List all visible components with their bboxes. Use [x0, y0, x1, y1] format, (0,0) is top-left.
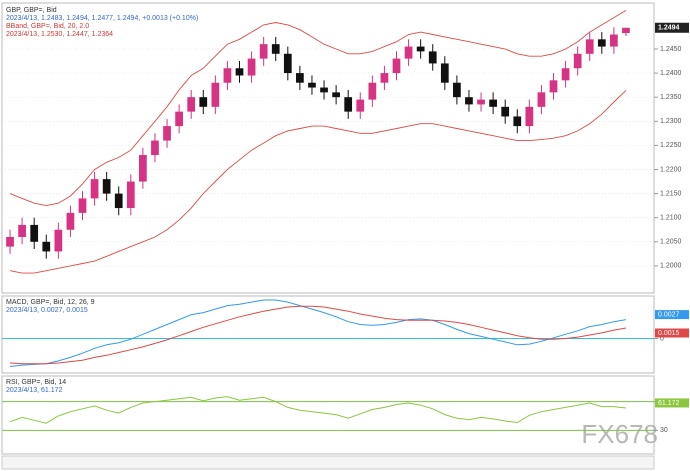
- candle-body: [392, 58, 401, 74]
- y-tick-label: 1.2100: [660, 215, 682, 222]
- candle-body: [223, 68, 232, 83]
- candle-body: [259, 44, 268, 59]
- y-tick-label: 1.2400: [660, 70, 682, 77]
- candle-body: [211, 82, 220, 107]
- candle-body: [271, 44, 280, 54]
- candle-body: [332, 92, 340, 98]
- last-value-label: 61.172: [658, 400, 680, 407]
- y-tick-label: 1.2000: [660, 263, 682, 270]
- y-tick-label: 1.2250: [660, 142, 682, 149]
- candle-body: [440, 63, 449, 83]
- candle-body: [151, 140, 159, 156]
- candle-body: [549, 80, 558, 93]
- candle-body: [513, 116, 522, 127]
- candle-body: [585, 39, 594, 54]
- y-tick-label: 30: [660, 427, 668, 434]
- candle-body: [199, 97, 208, 107]
- last-value-box: [655, 310, 689, 320]
- candle-body: [308, 82, 316, 88]
- panel-info: 2023/4/13, 0.0027, 0.0015: [6, 307, 88, 314]
- candle-body: [296, 73, 304, 83]
- y-tick-label: 1.2200: [660, 166, 682, 173]
- candle-body: [66, 212, 75, 230]
- y-tick-label: 1.2050: [660, 239, 682, 246]
- price-panel: [1, 2, 655, 294]
- candle-body: [344, 97, 353, 112]
- candle-body: [187, 97, 196, 112]
- candle-body: [6, 236, 14, 247]
- candle-body: [18, 224, 26, 237]
- candle-body: [102, 179, 111, 194]
- candle-body: [561, 68, 570, 81]
- candle-body: [78, 198, 87, 213]
- watermark: FX678: [581, 419, 658, 449]
- last-value-box: [655, 328, 689, 338]
- candle-body: [175, 111, 183, 127]
- series-line: [9, 305, 627, 365]
- panel-title: GBP, GBP=, Bid: [6, 7, 57, 14]
- candle-body: [283, 53, 292, 74]
- candle-body: [356, 99, 365, 112]
- candle-body: [42, 241, 51, 252]
- candle-body: [573, 53, 582, 69]
- candle-body: [235, 68, 244, 76]
- candle-body: [90, 179, 99, 199]
- candle-body: [525, 106, 534, 127]
- last-value-box: [655, 398, 689, 408]
- candle-body: [428, 51, 437, 64]
- macd-panel: [1, 295, 655, 374]
- candle-body: [453, 82, 461, 98]
- panel-title: MACD, GBP=, Bid, 12, 26, 9: [6, 299, 95, 306]
- y-tick-label: 1.2450: [660, 46, 682, 53]
- y-tick-label: 1.2150: [660, 190, 682, 197]
- y-tick-label: 1.2350: [660, 94, 682, 101]
- overlay-name: BBand, GBP=, Bid, 20, 2.0: [6, 23, 89, 30]
- candle-body: [537, 92, 546, 107]
- band-line: [9, 10, 627, 207]
- candle-body: [501, 106, 510, 117]
- candle-body: [489, 99, 497, 107]
- candle-body: [610, 34, 618, 47]
- last-price-label: 1.2494: [658, 25, 680, 32]
- last-value-label: 0.0027: [658, 311, 680, 318]
- overlay-info: 2023/4/13, 1.2530, 1.2447, 1.2364: [6, 31, 113, 38]
- candle-body: [54, 229, 63, 252]
- panel-info: 2023/4/13, 61.172: [6, 387, 63, 394]
- candle-body: [368, 82, 377, 100]
- y-tick-label: 0: [660, 335, 664, 342]
- candle-body: [139, 155, 147, 182]
- candle-body: [477, 99, 485, 105]
- last-price-box: [655, 22, 689, 33]
- candle-body: [126, 181, 135, 209]
- series-line: [9, 396, 627, 424]
- candle-body: [247, 58, 256, 76]
- candle-body: [404, 46, 413, 59]
- band-line: [9, 90, 627, 274]
- candle-body: [597, 39, 606, 47]
- candle-body: [163, 126, 171, 141]
- panel-info: 2023/4/13, 1.2483, 1.2494, 1.2477, 1.249…: [6, 15, 198, 22]
- candle-body: [114, 193, 123, 209]
- candle-body: [465, 97, 473, 105]
- x-axis-strip: [1, 455, 655, 470]
- series-line: [9, 299, 627, 367]
- panel-title: RSI, GBP=, Bid, 14: [6, 379, 66, 386]
- last-value-label: 0.0015: [658, 330, 680, 337]
- rsi-panel: [1, 375, 655, 455]
- candle-body: [320, 87, 328, 93]
- candle-body: [380, 73, 389, 83]
- candle-body: [30, 224, 39, 242]
- candle-body: [622, 27, 630, 34]
- candle-body: [416, 46, 425, 52]
- y-tick-label: 1.2300: [660, 118, 682, 125]
